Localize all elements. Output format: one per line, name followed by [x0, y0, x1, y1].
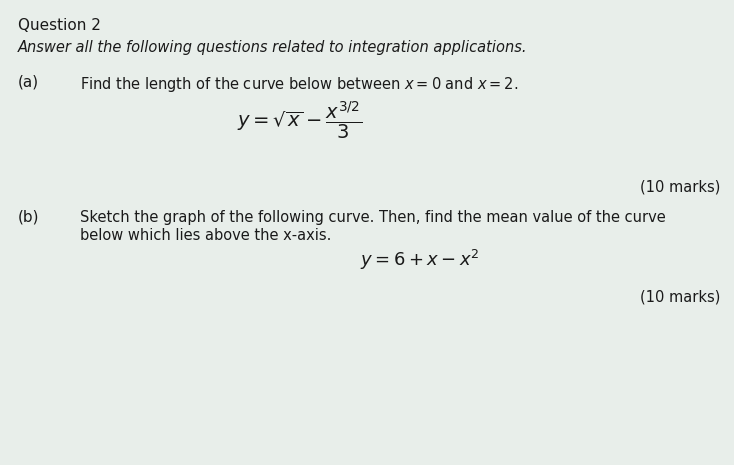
Text: Answer all the following questions related to integration applications.: Answer all the following questions relat… [18, 40, 528, 55]
Text: (10 marks): (10 marks) [639, 290, 720, 305]
Text: Find the length of the curve below between $x = 0$ and $x = 2$.: Find the length of the curve below betwe… [80, 75, 518, 94]
Text: Question 2: Question 2 [18, 18, 101, 33]
Text: (10 marks): (10 marks) [639, 180, 720, 195]
Text: Sketch the graph of the following curve. Then, find the mean value of the curve: Sketch the graph of the following curve.… [80, 210, 666, 225]
Text: below which lies above the x-axis.: below which lies above the x-axis. [80, 228, 331, 243]
Text: $y = 6 + x - x^2$: $y = 6 + x - x^2$ [360, 248, 480, 272]
Text: (b): (b) [18, 210, 40, 225]
Text: (a): (a) [18, 75, 39, 90]
Text: $y = \sqrt{x} - \dfrac{x^{3/2}}{3}$: $y = \sqrt{x} - \dfrac{x^{3/2}}{3}$ [237, 99, 363, 141]
